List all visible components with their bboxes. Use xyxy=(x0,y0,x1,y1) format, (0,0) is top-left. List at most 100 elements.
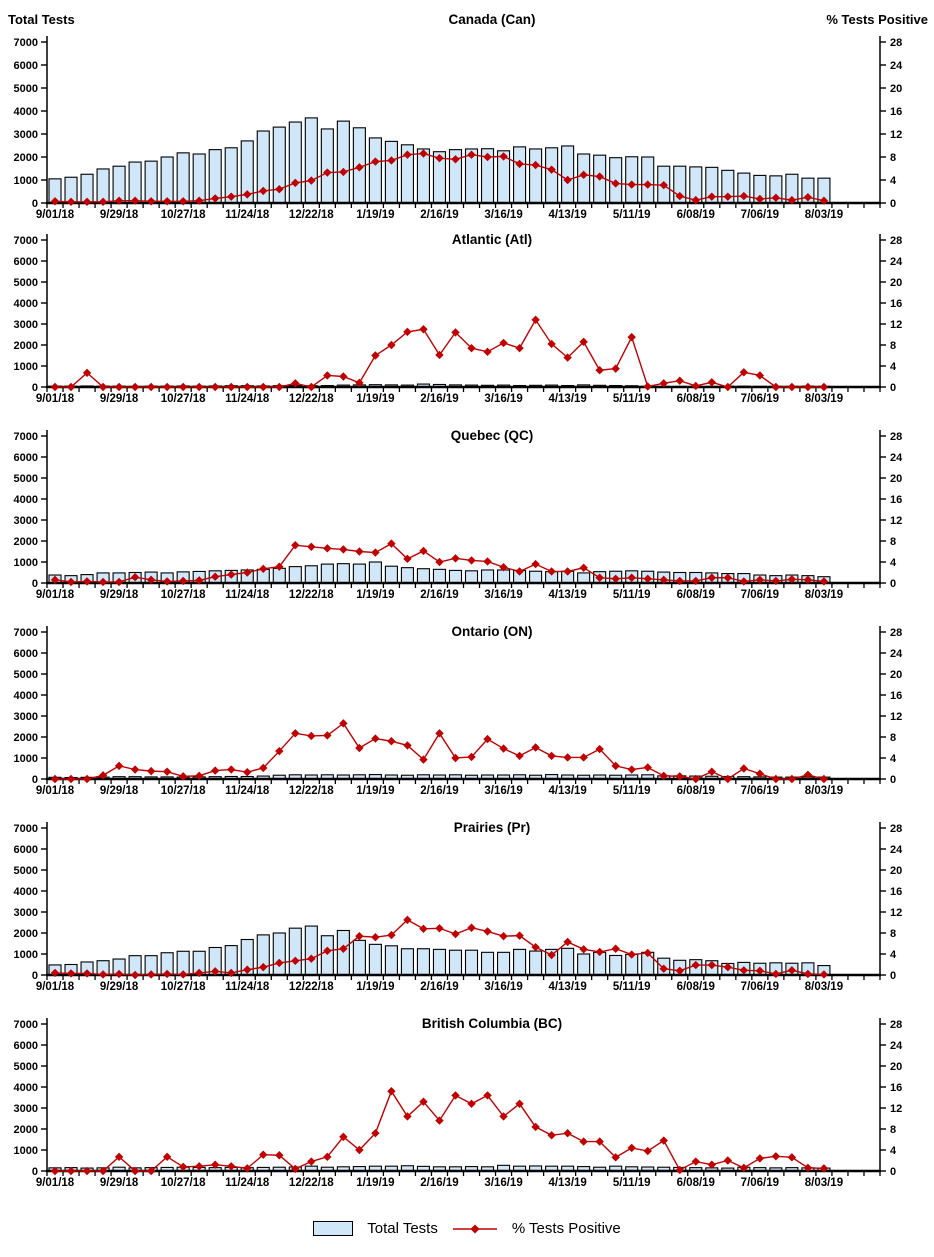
x-axis-label: 6/08/19 xyxy=(677,981,715,993)
x-axis-label: 3/16/19 xyxy=(484,393,522,405)
diamond-marker xyxy=(194,1162,204,1171)
left-tick-label: 3000 xyxy=(14,711,38,723)
diamond-marker xyxy=(66,774,76,784)
right-tick-label: 24 xyxy=(890,1040,903,1052)
left-tick-label: 2000 xyxy=(14,732,38,744)
chart-title: British Columbia (BC) xyxy=(422,1016,562,1031)
bar xyxy=(176,152,190,204)
x-axis-label: 4/13/19 xyxy=(548,981,586,993)
diamond-marker xyxy=(787,966,797,975)
diamond-marker xyxy=(563,353,572,362)
diamond-marker xyxy=(819,577,829,586)
axes: 7000 6000 5000 4000 3000 2000 1000 0 28 24 20 16 12 8… xyxy=(14,430,903,601)
diamond-marker xyxy=(675,772,684,781)
left-tick-label: 2000 xyxy=(14,152,38,164)
diamond-marker xyxy=(739,966,749,975)
left-tick-label: 3000 xyxy=(14,1103,38,1115)
legend-diamond xyxy=(470,1224,480,1233)
diamond-marker xyxy=(787,774,797,784)
diamond-marker xyxy=(227,192,236,201)
bar xyxy=(160,156,174,204)
diamond-marker xyxy=(66,197,76,207)
bar xyxy=(609,954,623,976)
right-tick-label: 4 xyxy=(890,753,897,765)
diamond-marker xyxy=(178,970,188,979)
right-tick-label: 4 xyxy=(890,949,897,961)
right-tick-label: 16 xyxy=(890,886,902,898)
diamond-marker xyxy=(611,761,620,771)
x-axis-label: 8/03/19 xyxy=(805,393,843,405)
left-tick-label: 4000 xyxy=(14,494,38,506)
diamond-marker xyxy=(771,382,781,392)
diamond-marker xyxy=(98,382,108,392)
bar xyxy=(448,569,463,584)
right-tick-label: 12 xyxy=(890,907,902,919)
diamond-marker xyxy=(50,197,60,206)
x-axis-label: 10/27/18 xyxy=(161,589,206,601)
diamond-marker xyxy=(259,382,268,392)
chart-prairies: Prairies (Pr)700060005000400030002000100… xyxy=(14,820,904,993)
right-tick-label: 28 xyxy=(890,235,902,247)
left-tick-label: 0 xyxy=(32,578,38,590)
diamond-marker xyxy=(627,1143,636,1153)
left-tick-label: 1000 xyxy=(14,361,38,373)
right-tick-label: 0 xyxy=(890,970,896,982)
x-axis-label: 2/16/19 xyxy=(420,209,458,220)
right-tick-label: 28 xyxy=(890,627,902,639)
x-axis-label: 11/24/18 xyxy=(225,393,270,405)
diamond-marker xyxy=(355,547,364,556)
chart-title-canada: Canada (Can) xyxy=(448,12,536,27)
x-axis-label: 10/27/18 xyxy=(161,393,206,405)
right-tick-label: 8 xyxy=(890,536,896,548)
left-tick-label: 3000 xyxy=(14,129,38,141)
x-axis-label: 9/01/18 xyxy=(36,209,75,220)
diamond-marker xyxy=(643,180,652,189)
diamond-marker xyxy=(339,1132,348,1142)
bar xyxy=(288,566,302,584)
diamond-marker xyxy=(419,924,428,933)
diamond-marker xyxy=(547,751,556,761)
bar xyxy=(272,932,286,976)
diamond-marker xyxy=(323,168,332,177)
right-tick-label: 0 xyxy=(890,382,896,394)
diamond-marker xyxy=(643,382,652,391)
bar xyxy=(529,148,543,204)
diamond-marker xyxy=(371,351,380,360)
diamond-marker xyxy=(66,1166,76,1176)
bar xyxy=(513,948,527,976)
diamond-marker xyxy=(98,1166,108,1176)
diamond-marker xyxy=(483,557,492,566)
bar xyxy=(368,561,382,584)
pct-positive-line xyxy=(50,1087,829,1176)
bar xyxy=(625,156,639,204)
x-axis-label: 9/01/18 xyxy=(36,981,75,993)
x-axis-label: 12/22/18 xyxy=(289,981,334,993)
diamond-marker xyxy=(755,371,765,380)
diamond-marker xyxy=(675,191,684,201)
x-axis-label: 7/06/19 xyxy=(741,981,779,993)
left-tick-label: 4000 xyxy=(14,1082,38,1094)
diamond-marker xyxy=(146,197,156,206)
diamond-marker xyxy=(611,574,620,583)
diamond-marker xyxy=(515,1099,524,1108)
bar xyxy=(496,569,511,584)
x-axis-label: 2/16/19 xyxy=(420,1177,458,1189)
diamond-marker xyxy=(659,771,668,781)
right-tick-label: 0 xyxy=(890,198,896,210)
bar xyxy=(529,950,543,976)
diamond-marker xyxy=(114,1152,124,1162)
diamond-marker xyxy=(419,149,428,158)
left-tick-label: 0 xyxy=(32,382,38,394)
diamond-marker xyxy=(627,950,636,959)
diamond-marker xyxy=(291,1164,300,1174)
diamond-marker xyxy=(243,382,252,392)
diamond-marker xyxy=(211,194,220,203)
left-tick-label: 6000 xyxy=(14,648,38,660)
diamond-marker xyxy=(531,1122,540,1132)
right-tick-label: 20 xyxy=(890,669,902,681)
right-axis-title: % Tests Positive xyxy=(826,12,928,27)
bar xyxy=(320,128,334,204)
right-tick-label: 16 xyxy=(890,1082,902,1094)
bar xyxy=(416,948,431,976)
bar xyxy=(400,948,414,976)
